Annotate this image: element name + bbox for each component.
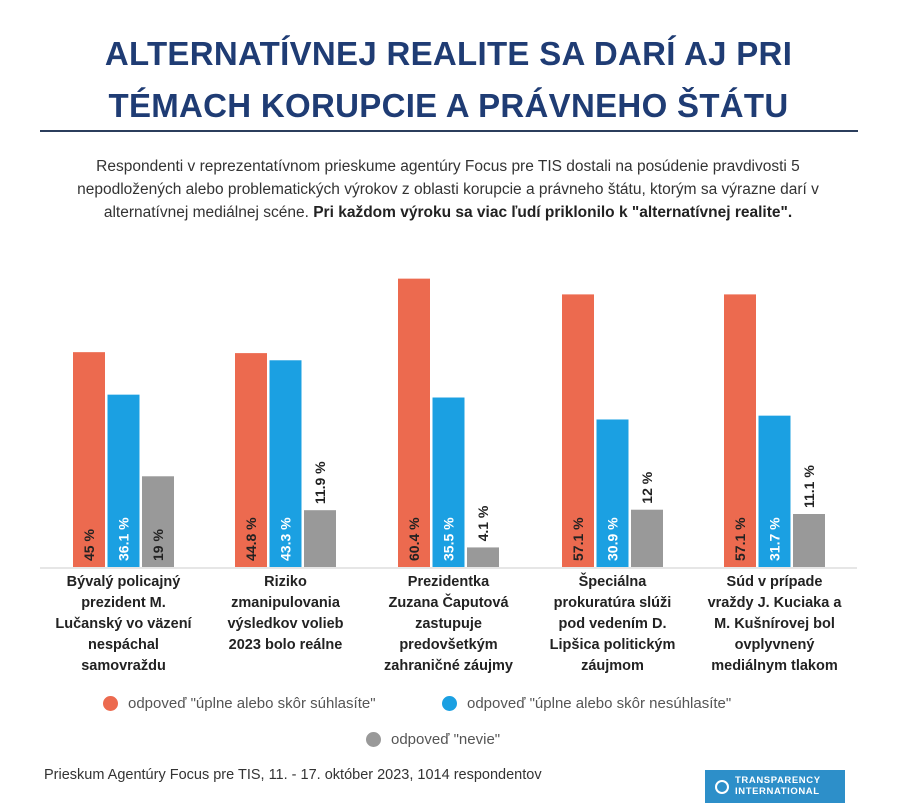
category-label-1-line-4: nespáchal xyxy=(88,637,159,653)
data-label-2-series-1: 44.8 % xyxy=(243,517,259,561)
subtitle-bold: Pri každom výroku sa viac ľudí priklonil… xyxy=(313,204,793,221)
subtitle: Respondenti v reprezentatívnom prieskume… xyxy=(42,155,854,224)
category-label-2-line-1: Riziko xyxy=(264,574,307,590)
bar-2-series-2 xyxy=(269,360,302,567)
bar-4-series-3 xyxy=(631,509,663,567)
data-label-5-series-3: 11.1 % xyxy=(801,465,817,508)
data-label-3-series-1: 60.4 % xyxy=(406,517,422,561)
bar-2-series-1 xyxy=(235,353,267,567)
bar-5-series-1 xyxy=(724,294,756,567)
data-label-1-series-1: 45 % xyxy=(81,529,97,561)
category-label-2-line-2: zmanipulovania xyxy=(231,595,341,611)
bar-1-series-2 xyxy=(107,394,140,567)
source-note: Prieskum Agentúry Focus pre TIS, 11. - 1… xyxy=(44,767,542,783)
ti-globe-icon xyxy=(715,780,729,794)
logo-line-1: TRANSPARENCY xyxy=(735,775,821,786)
bar-1-series-1 xyxy=(73,352,105,567)
legend-label-disagree: odpoveď "úplne alebo skôr nesúhlasíte" xyxy=(467,695,732,712)
bar-1-series-3 xyxy=(142,476,174,567)
title-divider xyxy=(40,130,858,132)
legend-label-agree: odpoveď "úplne alebo skôr súhlasíte" xyxy=(128,695,376,712)
category-label-3-line-4: predovšetkým xyxy=(399,637,497,653)
page-title: ALTERNATÍVNEJ REALITE SA DARÍ AJ PRI TÉM… xyxy=(40,28,857,132)
category-label-5-line-5: mediálnym tlakom xyxy=(711,658,838,674)
category-label-5-line-4: ovplyvnený xyxy=(735,637,815,653)
data-label-5-series-2: 31.7 % xyxy=(767,517,783,561)
category-label-1-line-2: prezident M. xyxy=(81,595,166,611)
category-label-3-line-1: Prezidentka xyxy=(408,574,490,590)
data-label-1-series-2: 36.1 % xyxy=(116,517,132,561)
category-label-1-line-3: Lučanský vo väzení xyxy=(55,616,192,632)
data-label-4-series-2: 30.9 % xyxy=(605,517,621,561)
bar-3-series-1 xyxy=(398,278,430,567)
category-label-5-line-2: vraždy J. Kuciaka a xyxy=(708,595,843,611)
data-label-5-series-1: 57.1 % xyxy=(732,517,748,561)
bar-5-series-3 xyxy=(793,514,825,567)
legend-item-dont-know: odpoveď "nevie" xyxy=(366,731,500,748)
bar-5-series-2 xyxy=(758,415,791,567)
category-label-1-line-5: samovraždu xyxy=(81,658,166,674)
bar-2-series-3 xyxy=(304,510,336,567)
data-label-4-series-1: 57.1 % xyxy=(570,517,586,561)
bar-chart: 45 % 36.1 % 19 % Bývalý policajný prezident … xyxy=(40,278,857,674)
legend-dot-disagree xyxy=(442,696,457,711)
category-label-3-line-3: zastupuje xyxy=(415,616,482,632)
legend-item-agree: odpoveď "úplne alebo skôr súhlasíte" xyxy=(103,695,376,712)
category-label-5-line-3: M. Kušnírovej bol xyxy=(714,616,835,632)
transparency-international-logo: TRANSPARENCY INTERNATIONAL xyxy=(705,770,845,803)
category-label-1-line-1: Bývalý policajný xyxy=(67,574,181,590)
data-label-2-series-2: 43.3 % xyxy=(278,517,294,561)
bar-4-series-2 xyxy=(596,419,629,567)
bar-4-series-1 xyxy=(562,294,594,567)
category-label-3-line-2: Zuzana Čaputová xyxy=(388,593,509,611)
category-label-4-line-1: Špeciálna xyxy=(579,572,648,590)
bar-3-series-2 xyxy=(432,397,465,567)
category-label-2-line-3: výsledkov volieb xyxy=(227,616,343,632)
legend-dot-dont-know xyxy=(366,732,381,747)
category-label-4-line-5: záujmom xyxy=(581,658,644,674)
data-label-4-series-3: 12 % xyxy=(639,471,655,503)
bar-3-series-3 xyxy=(467,547,499,567)
logo-text: TRANSPARENCY INTERNATIONAL xyxy=(735,775,821,797)
data-label-3-series-2: 35.5 % xyxy=(441,517,457,561)
category-label-4-line-3: pod vedením D. xyxy=(559,616,667,632)
subtitle-text: Respondenti v reprezentatívnom prieskume… xyxy=(77,158,819,221)
category-label-4-line-2: prokuratúra slúži xyxy=(554,595,672,611)
category-label-5-line-1: Súd v prípade xyxy=(727,574,823,590)
title-line-1: ALTERNATÍVNEJ REALITE SA DARÍ AJ PRI xyxy=(104,35,793,72)
legend-label-dont-know: odpoveď "nevie" xyxy=(391,731,501,748)
data-label-1-series-3: 19 % xyxy=(150,529,166,561)
category-label-3-line-5: zahraničné záujmy xyxy=(384,658,513,674)
title-line-2: TÉMACH KORUPCIE A PRÁVNEHO ŠTÁTU xyxy=(108,87,789,124)
logo-line-2: INTERNATIONAL xyxy=(735,786,820,797)
legend-item-disagree: odpoveď "úplne alebo skôr nesúhlasíte" xyxy=(442,695,731,712)
data-label-2-series-3: 11.9 % xyxy=(312,461,328,504)
legend-dot-agree xyxy=(103,696,118,711)
category-label-2-line-4: 2023 bolo reálne xyxy=(229,637,343,653)
category-label-4-line-4: Lipšica politickým xyxy=(550,637,676,653)
data-label-3-series-3: 4.1 % xyxy=(475,505,491,541)
